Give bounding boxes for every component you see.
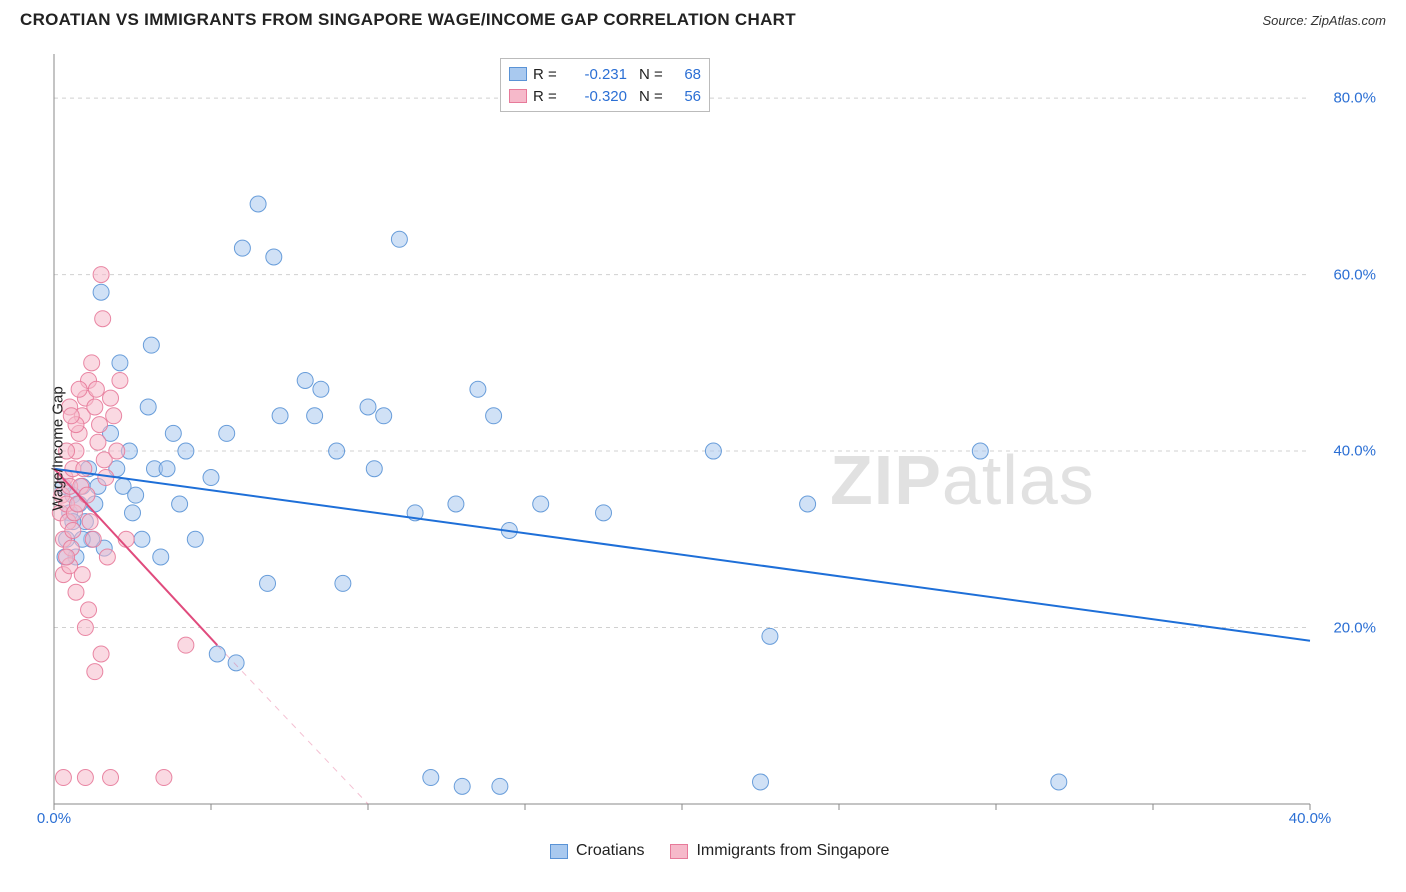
legend-swatch: [670, 844, 688, 859]
x-tick-label: 0.0%: [37, 810, 71, 832]
legend-stat-row: R =-0.320N =56: [509, 85, 701, 107]
y-tick-label: 60.0%: [1333, 266, 1380, 283]
y-tick-label: 80.0%: [1333, 90, 1380, 107]
series-legend: Croatians Immigrants from Singapore: [550, 842, 889, 860]
y-axis-label: Wage/Income Gap: [50, 386, 67, 511]
y-tick-label: 40.0%: [1333, 443, 1380, 460]
source-label: Source: ZipAtlas.com: [1262, 13, 1386, 28]
chart-title: CROATIAN VS IMMIGRANTS FROM SINGAPORE WA…: [20, 10, 796, 30]
legend-label: Croatians: [576, 842, 644, 860]
legend-item: Immigrants from Singapore: [670, 842, 889, 860]
y-tick-label: 20.0%: [1333, 619, 1380, 636]
plot-area: Wage/Income Gap ZIPatlas R =-0.231N =68R…: [50, 50, 1380, 830]
legend-item: Croatians: [550, 842, 644, 860]
chart-svg: [50, 50, 1380, 830]
correlation-legend: R =-0.231N =68R =-0.320N =56: [500, 58, 710, 112]
legend-label: Immigrants from Singapore: [696, 842, 889, 860]
legend-stat-row: R =-0.231N =68: [509, 63, 701, 85]
legend-swatch: [550, 844, 568, 859]
x-tick-label: 40.0%: [1289, 810, 1332, 832]
